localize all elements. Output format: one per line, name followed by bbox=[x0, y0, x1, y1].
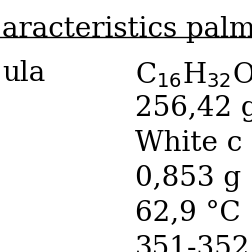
Text: C$_{16}$H$_{32}$O: C$_{16}$H$_{32}$O bbox=[135, 60, 252, 89]
Text: White c: White c bbox=[135, 130, 241, 156]
Text: 0,853 g: 0,853 g bbox=[135, 164, 240, 191]
Text: 351-352: 351-352 bbox=[135, 234, 249, 252]
Text: aracteristics palmita: aracteristics palmita bbox=[2, 16, 252, 43]
Text: ula: ula bbox=[2, 60, 45, 87]
Text: 62,9 °C: 62,9 °C bbox=[135, 199, 240, 226]
Text: 256,42 g: 256,42 g bbox=[135, 94, 252, 121]
